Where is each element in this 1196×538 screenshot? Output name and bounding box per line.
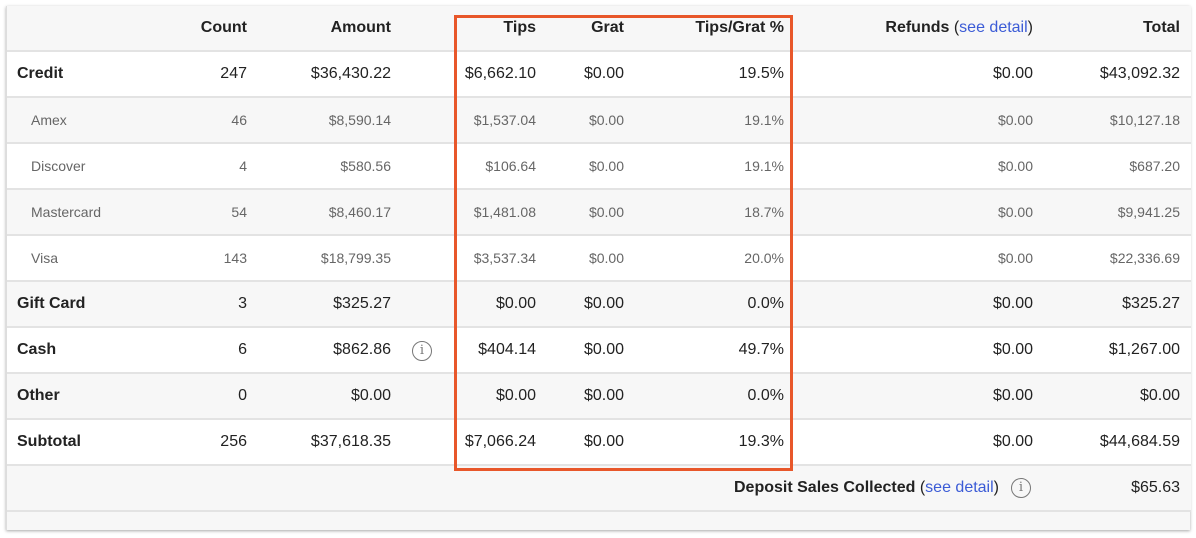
cell-pct: 20.0%	[744, 250, 784, 266]
header-refunds-label: Refunds	[885, 19, 950, 36]
cell-tips: $0.00	[495, 387, 536, 404]
header-count: Count	[200, 19, 247, 36]
cell-count: 4	[239, 158, 247, 174]
cell-grat: $0.00	[588, 158, 624, 174]
payments-summary-table: Count Amount Tips Grat Tips/Grat % Refun…	[6, 6, 1191, 530]
header-amount: Amount	[330, 19, 391, 36]
cell-refunds: $0.00	[997, 158, 1033, 174]
cell-grat: $0.00	[588, 204, 624, 220]
cell-pct: 19.1%	[744, 112, 784, 128]
cell-tips: $106.64	[485, 158, 536, 174]
header-grat: Grat	[591, 19, 624, 36]
deposit-see-detail-link[interactable]: see detail	[925, 479, 994, 496]
table-row: Cash 6 $862.86 $404.14 $0.00 49.7% $0.00 $1,267…	[7, 328, 1191, 374]
cell-total: $0.00	[1139, 387, 1180, 404]
cell-refunds: $0.00	[992, 341, 1033, 358]
cell-count: 247	[220, 65, 247, 82]
cell-tips: $404.14	[478, 341, 536, 358]
cell-label: Subtotal	[17, 433, 81, 450]
cell-pct: 19.1%	[744, 158, 784, 174]
cell-amount: $37,618.35	[310, 433, 391, 450]
cell-grat: $0.00	[583, 341, 624, 358]
cell-amount: $36,430.22	[310, 65, 391, 82]
table-row: Other 0 $0.00 $0.00 $0.00 0.0% $0.00 $0.00	[7, 374, 1191, 420]
cell-count: 46	[231, 112, 247, 128]
cell-pct: 0.0%	[747, 387, 784, 404]
cell-label: Visa	[31, 250, 58, 266]
cell-grat: $0.00	[588, 112, 624, 128]
cell-total: $1,267.00	[1108, 341, 1180, 358]
header-total: Total	[1142, 19, 1180, 36]
deposit-sales-row: Deposit Sales Collected (see detail) i $…	[7, 466, 1191, 512]
info-circle-icon[interactable]: i	[412, 341, 432, 361]
cell-tips: $1,481.08	[473, 204, 536, 220]
cell-refunds: $0.00	[997, 250, 1033, 266]
cell-amount: $325.27	[333, 295, 391, 312]
cell-total: $10,127.18	[1109, 112, 1180, 128]
cell-amount: $0.00	[350, 387, 391, 404]
cell-label: Gift Card	[17, 295, 86, 312]
cell-total: $43,092.32	[1099, 65, 1180, 82]
cell-refunds: $0.00	[992, 65, 1033, 82]
table-row: Gift Card 3 $325.27 $0.00 $0.00 0.0% $0.00 $325…	[7, 282, 1191, 328]
table-row: Discover 4 $580.56 $106.64 $0.00 19.1% $0.00 $6…	[7, 144, 1191, 190]
header-tips: Tips	[503, 19, 536, 36]
cell-label: Amex	[31, 112, 67, 128]
table-row: Credit 247 $36,430.22 $6,662.10 $0.00 19.5% $0…	[7, 52, 1191, 98]
deposit-total: $65.63	[1131, 479, 1180, 496]
cell-label: Other	[17, 387, 60, 404]
cell-amount: $8,460.17	[328, 204, 391, 220]
cell-tips: $1,537.04	[473, 112, 536, 128]
cell-pct: 0.0%	[747, 295, 784, 312]
cell-refunds: $0.00	[992, 433, 1033, 450]
cell-label: Mastercard	[31, 204, 102, 220]
table-header: Count Amount Tips Grat Tips/Grat % Refun…	[7, 6, 1191, 52]
cell-grat: $0.00	[588, 250, 624, 266]
cell-pct: 18.7%	[744, 204, 784, 220]
cell-total: $687.20	[1129, 158, 1180, 174]
cell-count: 6	[238, 341, 247, 358]
cell-count: 3	[238, 295, 247, 312]
cell-count: 256	[220, 433, 247, 450]
cell-amount: $8,590.14	[328, 112, 391, 128]
cell-count: 0	[238, 387, 247, 404]
cell-tips: $6,662.10	[464, 65, 536, 82]
cell-pct: 19.3%	[738, 433, 784, 450]
cell-label: Credit	[17, 65, 64, 82]
refunds-see-detail-link[interactable]: see detail	[959, 19, 1028, 36]
deposit-label-text: Deposit Sales Collected	[734, 479, 916, 496]
cell-total: $9,941.25	[1117, 204, 1180, 220]
cell-pct: 49.7%	[738, 341, 784, 358]
cell-refunds: $0.00	[992, 295, 1033, 312]
cell-grat: $0.00	[583, 65, 624, 82]
cell-tips: $0.00	[495, 295, 536, 312]
cell-refunds: $0.00	[992, 387, 1033, 404]
cell-tips: $7,066.24	[464, 433, 536, 450]
table-row: Visa 143 $18,799.35 $3,537.34 $0.00 20.0% $0.0…	[7, 236, 1191, 282]
cell-amount: $862.86	[333, 341, 391, 358]
info-circle-icon[interactable]: i	[1011, 478, 1031, 498]
cell-total: $44,684.59	[1099, 433, 1180, 450]
cell-count: 54	[231, 204, 247, 220]
cell-label: Discover	[31, 158, 86, 174]
cell-label: Cash	[17, 341, 57, 358]
cell-amount: $580.56	[340, 158, 391, 174]
cell-grat: $0.00	[583, 295, 624, 312]
cell-grat: $0.00	[583, 387, 624, 404]
cell-pct: 19.5%	[738, 65, 784, 82]
cell-total: $325.27	[1122, 295, 1180, 312]
header-tips-grat-pct: Tips/Grat %	[695, 19, 784, 36]
table-row: Subtotal 256 $37,618.35 $7,066.24 $0.00 19.3%…	[7, 420, 1191, 466]
cell-amount: $18,799.35	[320, 250, 391, 266]
deposit-sales-label: Deposit Sales Collected (see detail)	[734, 479, 999, 496]
cell-count: 143	[223, 250, 247, 266]
table-row: Amex 46 $8,590.14 $1,537.04 $0.00 19.1% $0.00 $…	[7, 98, 1191, 144]
table-row: Mastercard 54 $8,460.17 $1,481.08 $0.00 18.7%…	[7, 190, 1191, 236]
cell-refunds: $0.00	[997, 112, 1033, 128]
cell-tips: $3,537.34	[473, 250, 536, 266]
header-refunds: Refunds (see detail)	[885, 19, 1033, 36]
cell-grat: $0.00	[583, 433, 624, 450]
cell-total: $22,336.69	[1109, 250, 1180, 266]
cell-refunds: $0.00	[997, 204, 1033, 220]
